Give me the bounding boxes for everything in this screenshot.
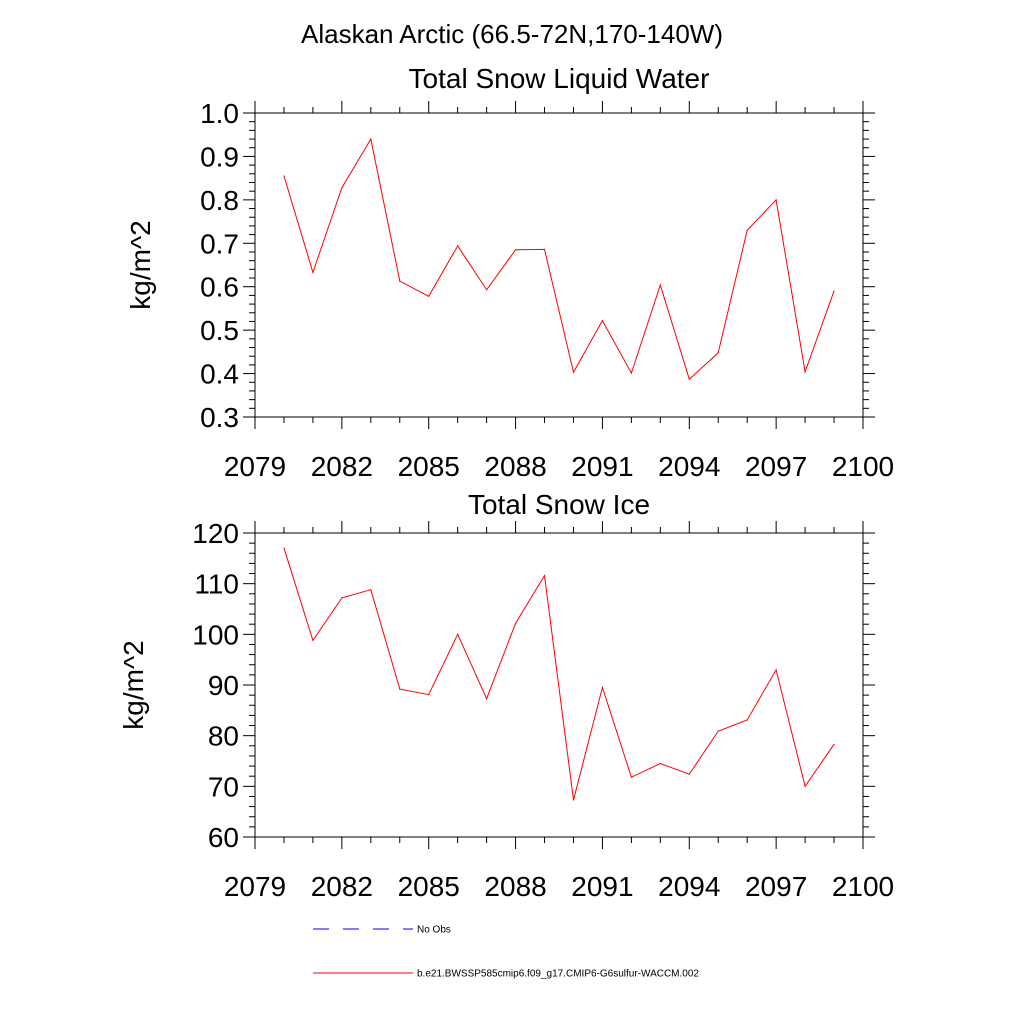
series-line (283, 137, 835, 381)
data-point (572, 371, 575, 373)
x-tick-label: 2094 (658, 871, 720, 902)
y-tick-label: 70 (208, 771, 239, 802)
data-point (486, 289, 488, 291)
x-tick-label: 2079 (224, 871, 286, 902)
data-point (746, 719, 748, 721)
y-tick-label: 90 (208, 670, 239, 701)
y-axis-label: kg/m^2 (118, 640, 149, 729)
x-tick-label: 2085 (398, 871, 460, 902)
legend-label: No Obs (417, 925, 451, 936)
y-tick-label: 80 (208, 721, 239, 752)
data-point (717, 730, 719, 732)
data-point (833, 743, 835, 745)
x-tick-label: 2088 (484, 451, 546, 482)
data-point (659, 762, 661, 765)
data-point (601, 686, 604, 689)
data-point (688, 378, 690, 380)
y-tick-label: 100 (192, 619, 239, 650)
data-point (572, 799, 575, 801)
plot-frame (254, 112, 864, 418)
legend-label: b.e21.BWSSP585cmip6.f09_g17.CMIP6-G6sulf… (417, 969, 699, 980)
data-point (486, 698, 488, 700)
panel-title: Total Snow Liquid Water (409, 63, 710, 94)
figure-title: Alaskan Arctic (66.5-72N,170-140W) (301, 19, 723, 49)
legend: No Obs b.e21.BWSSP585cmip6.f09_g17.CMIP6-… (313, 925, 699, 980)
y-tick-label: 0.8 (200, 185, 239, 216)
data-point (283, 175, 285, 177)
data-point (630, 372, 633, 374)
y-tick-label: 1.0 (200, 98, 239, 129)
data-point (515, 622, 517, 624)
data-point (601, 320, 604, 322)
data-point (515, 249, 517, 251)
x-tick-label: 2091 (571, 451, 633, 482)
y-tick-label: 120 (192, 518, 239, 549)
y-tick-label: 0.3 (200, 402, 239, 433)
data-point (775, 199, 777, 201)
y-axis-label: kg/m^2 (125, 220, 156, 309)
data-point (428, 694, 430, 696)
x-tick-label: 2091 (571, 871, 633, 902)
x-tick-label: 2079 (224, 451, 286, 482)
data-point (746, 229, 748, 231)
x-tick-label: 2094 (658, 451, 720, 482)
x-tick-label: 2082 (311, 451, 373, 482)
data-point (630, 776, 633, 778)
data-point (312, 271, 314, 273)
y-tick-label: 0.7 (200, 228, 239, 259)
x-tick-label: 2082 (311, 871, 373, 902)
y-tick-label: 110 (194, 569, 239, 600)
data-point (370, 589, 372, 591)
data-point (543, 248, 546, 250)
x-tick-label: 2085 (398, 451, 460, 482)
panel-title: Total Snow Ice (468, 489, 650, 520)
x-tick-label: 2088 (484, 871, 546, 902)
data-point (775, 669, 777, 671)
data-point (457, 245, 459, 247)
x-tick-label: 2097 (745, 871, 807, 902)
data-point (688, 773, 690, 775)
data-point (804, 785, 806, 787)
data-point (399, 688, 401, 690)
x-tick-label: 2097 (745, 451, 807, 482)
data-point (717, 352, 719, 354)
data-point (341, 597, 343, 599)
data-point (659, 284, 661, 286)
data-point (283, 547, 285, 549)
x-tick-label: 2100 (832, 451, 894, 482)
data-point (804, 371, 806, 373)
data-point (457, 633, 459, 635)
series-line (283, 548, 835, 801)
x-tick-label: 2100 (832, 871, 894, 902)
panel-snow-ice: Total Snow Ice 2079 2082 2085 2088 2091 2094 20… (118, 489, 894, 902)
data-point (341, 187, 343, 189)
y-tick-label: 0.9 (200, 141, 239, 172)
data-point (428, 295, 430, 297)
y-tick-label: 0.4 (200, 359, 239, 390)
data-point (312, 639, 314, 642)
data-point (833, 290, 835, 292)
y-tick-label: 0.5 (200, 315, 239, 346)
panel-snow-liquid-water: Total Snow Liquid Water 2079 2082 2085 2088 2… (125, 63, 894, 482)
y-tick-label: 60 (208, 822, 239, 853)
data-point (370, 138, 372, 140)
y-tick-label: 0.6 (200, 272, 239, 303)
data-point (543, 575, 546, 577)
data-point (399, 280, 401, 282)
